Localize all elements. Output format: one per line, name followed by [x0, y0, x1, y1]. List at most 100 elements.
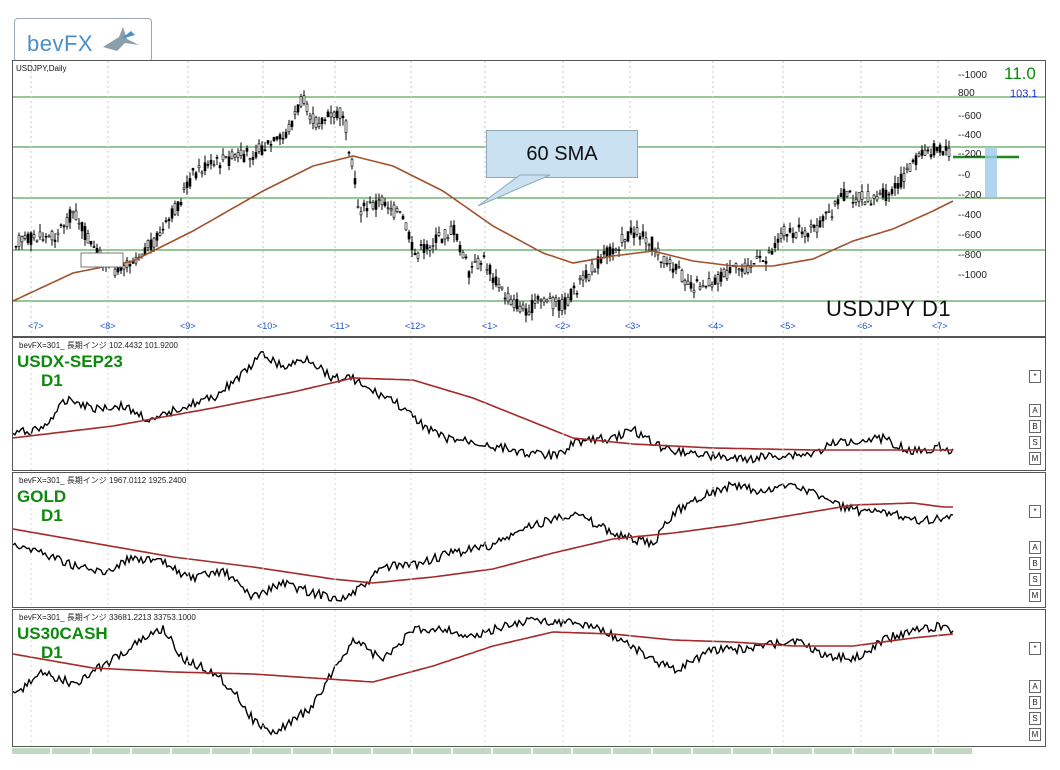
scale-label: --400	[958, 130, 982, 141]
logo-text: bevFX	[27, 31, 94, 56]
us30-chart-svg	[13, 610, 954, 746]
usdx-star-button[interactable]: *	[1029, 370, 1041, 383]
candle-body	[725, 270, 729, 279]
subchart-gold[interactable]: bevFX=301_ 長期インジ 1967.0112 1925.2400 GOL…	[12, 472, 1046, 608]
candle-body	[599, 256, 603, 264]
gold-s-button[interactable]: S	[1029, 573, 1041, 586]
time-axis-segment	[12, 748, 51, 754]
candle-body	[632, 232, 636, 238]
candle-body	[365, 207, 369, 212]
candle-body	[446, 237, 450, 239]
candle-body	[152, 237, 156, 248]
candle-body	[59, 224, 63, 227]
usdx-b-button[interactable]: B	[1029, 420, 1041, 433]
sma-line	[13, 502, 953, 584]
candle-body	[83, 226, 87, 240]
candle-body	[425, 244, 429, 250]
candle-body	[593, 270, 597, 273]
candle-body	[935, 146, 939, 152]
candle-body	[155, 232, 159, 241]
price-line	[13, 350, 954, 465]
candle-body	[485, 268, 489, 271]
candle-body	[569, 288, 573, 301]
candle-body	[902, 173, 906, 182]
candle-body	[278, 134, 282, 140]
gold-a-button[interactable]: A	[1029, 541, 1041, 554]
candle-body	[35, 239, 39, 242]
candle-body	[71, 210, 75, 214]
candle-body	[944, 145, 948, 151]
candle-body	[776, 238, 780, 243]
candle-body	[932, 143, 936, 156]
candle-body	[92, 246, 96, 248]
subchart-us30[interactable]: bevFX=301_ 長期インジ 33681.2213 33753.1000 U…	[12, 609, 1046, 747]
usdx-timeframe: D1	[41, 371, 63, 390]
candle-body	[341, 115, 345, 119]
us30-m-button[interactable]: M	[1029, 728, 1041, 741]
candle-body	[254, 152, 258, 158]
us30-star-button[interactable]: *	[1029, 642, 1041, 655]
candle-body	[872, 194, 876, 199]
main-chart-panel[interactable]	[12, 60, 1046, 337]
candle-body	[695, 279, 699, 282]
main-chart-svg	[13, 61, 1045, 336]
candle-body	[602, 251, 606, 255]
candle-body	[413, 252, 417, 255]
candle-body	[23, 235, 27, 239]
usdx-s-button[interactable]: S	[1029, 436, 1041, 449]
candle-body	[812, 224, 816, 228]
price-line	[13, 616, 954, 736]
us30-label: US30CASH D1	[17, 624, 108, 662]
candle-body	[185, 181, 189, 188]
candle-body	[761, 260, 765, 262]
usdx-m-button[interactable]: M	[1029, 452, 1041, 465]
candle-body	[806, 233, 810, 238]
candle-body	[206, 164, 210, 166]
candle-body	[887, 193, 891, 196]
candle-body	[182, 187, 186, 190]
candle-body	[545, 299, 549, 303]
gold-star-button[interactable]: *	[1029, 505, 1041, 518]
usdx-header: bevFX=301_ 長期インジ 102.4432 101.9200	[19, 341, 178, 350]
candle-body	[560, 298, 564, 311]
candle-body	[479, 263, 483, 265]
candle-body	[422, 244, 426, 253]
candle-body	[488, 264, 492, 275]
candle-body	[317, 123, 321, 127]
subchart-usdx[interactable]: bevFX=301_ 長期インジ 102.4432 101.9200 USDX-…	[12, 337, 1046, 471]
candle-body	[638, 236, 642, 240]
candle-body	[203, 162, 207, 172]
candle-body	[392, 204, 396, 218]
candle-body	[557, 300, 561, 311]
time-axis-segment	[252, 748, 291, 754]
candle-body	[527, 311, 531, 316]
candle-body	[611, 248, 615, 255]
candle-body	[80, 222, 84, 232]
gold-chart-svg	[13, 473, 954, 607]
spread-bar	[985, 147, 997, 197]
candle-body	[650, 236, 654, 251]
month-label: <8>	[100, 321, 116, 331]
us30-a-button[interactable]: A	[1029, 680, 1041, 693]
candle-body	[272, 136, 276, 142]
candle-body	[581, 275, 585, 281]
candle-body	[692, 289, 696, 293]
candle-body	[467, 271, 471, 278]
candle-body	[644, 237, 648, 244]
candle-body	[626, 231, 630, 242]
gold-b-button[interactable]: B	[1029, 557, 1041, 570]
candle-body	[737, 268, 741, 271]
candle-body	[671, 268, 675, 273]
crosshair-box	[80, 252, 124, 268]
candle-body	[431, 245, 435, 247]
usdx-a-button[interactable]: A	[1029, 404, 1041, 417]
candle-body	[191, 168, 195, 171]
candle-body	[698, 286, 702, 290]
us30-b-button[interactable]: B	[1029, 696, 1041, 709]
candle-body	[647, 244, 651, 247]
us30-s-button[interactable]: S	[1029, 712, 1041, 725]
candle-body	[248, 158, 252, 161]
candle-body	[797, 224, 801, 228]
gold-m-button[interactable]: M	[1029, 589, 1041, 602]
candle-body	[746, 264, 750, 273]
